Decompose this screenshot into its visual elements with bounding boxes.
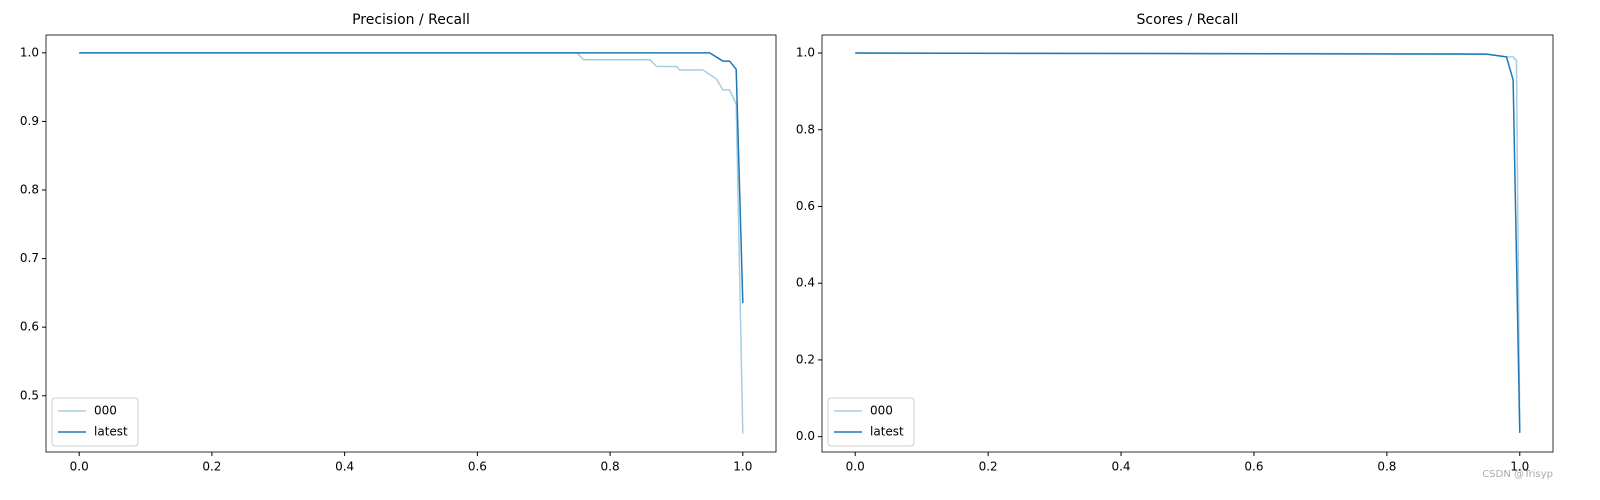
y-tick-label: 1.0 — [20, 45, 39, 59]
x-tick-label: 1.0 — [1510, 460, 1529, 474]
x-tick-label: 0.8 — [1377, 460, 1396, 474]
chart-title: Precision / Recall — [352, 12, 470, 28]
y-tick-label: 0.6 — [20, 320, 39, 334]
y-tick-label: 0.2 — [796, 352, 815, 366]
chart-title: Scores / Recall — [1137, 12, 1239, 28]
legend-box — [827, 397, 915, 447]
x-tick-label: 0.2 — [979, 460, 998, 474]
x-tick-label: 0.0 — [70, 460, 89, 474]
legend-box — [51, 397, 139, 447]
y-tick-label: 0.9 — [20, 114, 39, 128]
y-tick-label: 0.6 — [796, 199, 815, 213]
x-tick-label: 0.0 — [846, 460, 865, 474]
x-tick-label: 0.4 — [335, 460, 354, 474]
y-tick-label: 0.4 — [796, 276, 815, 290]
x-tick-label: 0.2 — [202, 460, 221, 474]
axes-frame — [45, 34, 777, 453]
watermark: CSDN @Trisyp — [1482, 469, 1553, 480]
x-tick-label: 0.6 — [468, 460, 487, 474]
series-line — [855, 52, 1521, 433]
y-tick-label: 0.8 — [796, 122, 815, 136]
x-tick-label: 0.4 — [1111, 460, 1130, 474]
series-line — [79, 52, 744, 434]
y-tick-label: 0.0 — [796, 429, 815, 443]
series-line — [79, 52, 744, 304]
x-tick-label: 0.8 — [601, 460, 620, 474]
x-tick-label: 1.0 — [733, 460, 752, 474]
y-tick-label: 0.8 — [20, 183, 39, 197]
y-tick-label: 0.7 — [20, 251, 39, 265]
legend-label: 000 — [870, 404, 893, 418]
legend-label: 000 — [94, 404, 117, 418]
legend-label: latest — [870, 425, 904, 439]
x-tick-label: 0.6 — [1244, 460, 1263, 474]
y-tick-label: 0.5 — [20, 388, 39, 402]
legend-label: latest — [94, 425, 128, 439]
axes-frame — [821, 34, 1554, 453]
y-tick-label: 1.0 — [796, 46, 815, 60]
series-line — [855, 52, 1521, 433]
